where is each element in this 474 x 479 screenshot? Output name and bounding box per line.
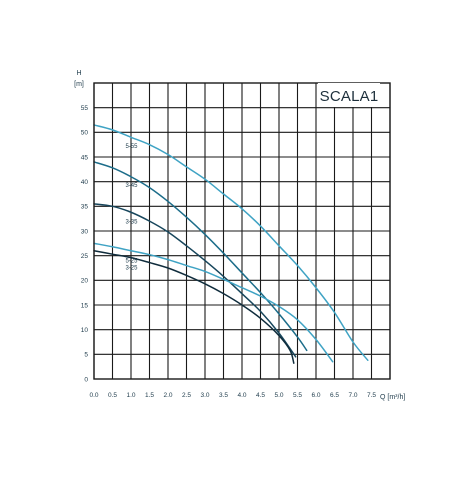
x-tick-label: 5.5 bbox=[293, 392, 302, 399]
series-line-5-55 bbox=[93, 124, 369, 361]
x-tick-label: 4.5 bbox=[256, 392, 265, 399]
x-tick-label: 1.5 bbox=[145, 392, 154, 399]
chart-title-box bbox=[318, 83, 380, 107]
y-tick-label: 25 bbox=[81, 253, 89, 260]
y-tick-label: 50 bbox=[81, 130, 89, 137]
x-tick-label: 2.5 bbox=[182, 392, 191, 399]
labels: 0.0 0.5 1.0 1.5 2.0 2.5 3.0 3.5 4.0 4.5 5.0 5.5 6.0 6… bbox=[81, 105, 377, 399]
x-tick-label: 7.5 bbox=[367, 392, 376, 399]
x-tick-label: 3.0 bbox=[200, 392, 209, 399]
x-tick-label: 3.5 bbox=[219, 392, 228, 399]
axes bbox=[93, 82, 391, 380]
y-tick-label: 40 bbox=[81, 179, 89, 186]
y-tick-label: 20 bbox=[81, 278, 89, 285]
series-line-3-25 bbox=[93, 249, 295, 364]
y-tick-label: 0 bbox=[84, 376, 88, 383]
x-tick-label: 6.0 bbox=[311, 392, 320, 399]
x-tick-label: 6.5 bbox=[330, 392, 339, 399]
x-tick-label: 1.0 bbox=[126, 392, 135, 399]
series-label-3-45: 3-45 bbox=[125, 183, 138, 189]
x-tick-label: 4.0 bbox=[237, 392, 246, 399]
series-label-5-55: 5-55 bbox=[125, 144, 138, 150]
series-line-3-35 bbox=[93, 203, 297, 358]
series-line-3-45 bbox=[93, 161, 308, 352]
x-axis-title: Q [m³/h] bbox=[380, 394, 405, 401]
y-tick-label: 10 bbox=[81, 327, 89, 334]
y-tick-label: 35 bbox=[81, 204, 89, 211]
plot-frame bbox=[93, 82, 391, 380]
x-tick-label: 0.0 bbox=[89, 392, 98, 399]
series-label-5-25: 5-25 bbox=[125, 259, 138, 265]
y-tick-label: 45 bbox=[81, 154, 89, 161]
x-tick-label: 2.0 bbox=[163, 392, 172, 399]
grid bbox=[93, 82, 391, 380]
chart-title: SCALA1 bbox=[320, 88, 379, 105]
y-tick-label: 15 bbox=[81, 302, 89, 309]
series-label-3-25: 3-25 bbox=[125, 266, 138, 272]
x-tick-label: 7.0 bbox=[348, 392, 357, 399]
y-axis-title: H bbox=[76, 70, 81, 77]
series-lines bbox=[93, 124, 369, 364]
x-tick-label: 0.5 bbox=[108, 392, 117, 399]
x-tick-label: 5.0 bbox=[274, 392, 283, 399]
series-label-3-35: 3-35 bbox=[125, 219, 138, 225]
y-tick-label: 55 bbox=[81, 105, 89, 112]
y-tick-label: 30 bbox=[81, 228, 89, 235]
y-tick-label: 5 bbox=[84, 352, 88, 359]
series-line-5-25 bbox=[93, 242, 334, 363]
y-axis-unit: [m] bbox=[74, 81, 84, 88]
